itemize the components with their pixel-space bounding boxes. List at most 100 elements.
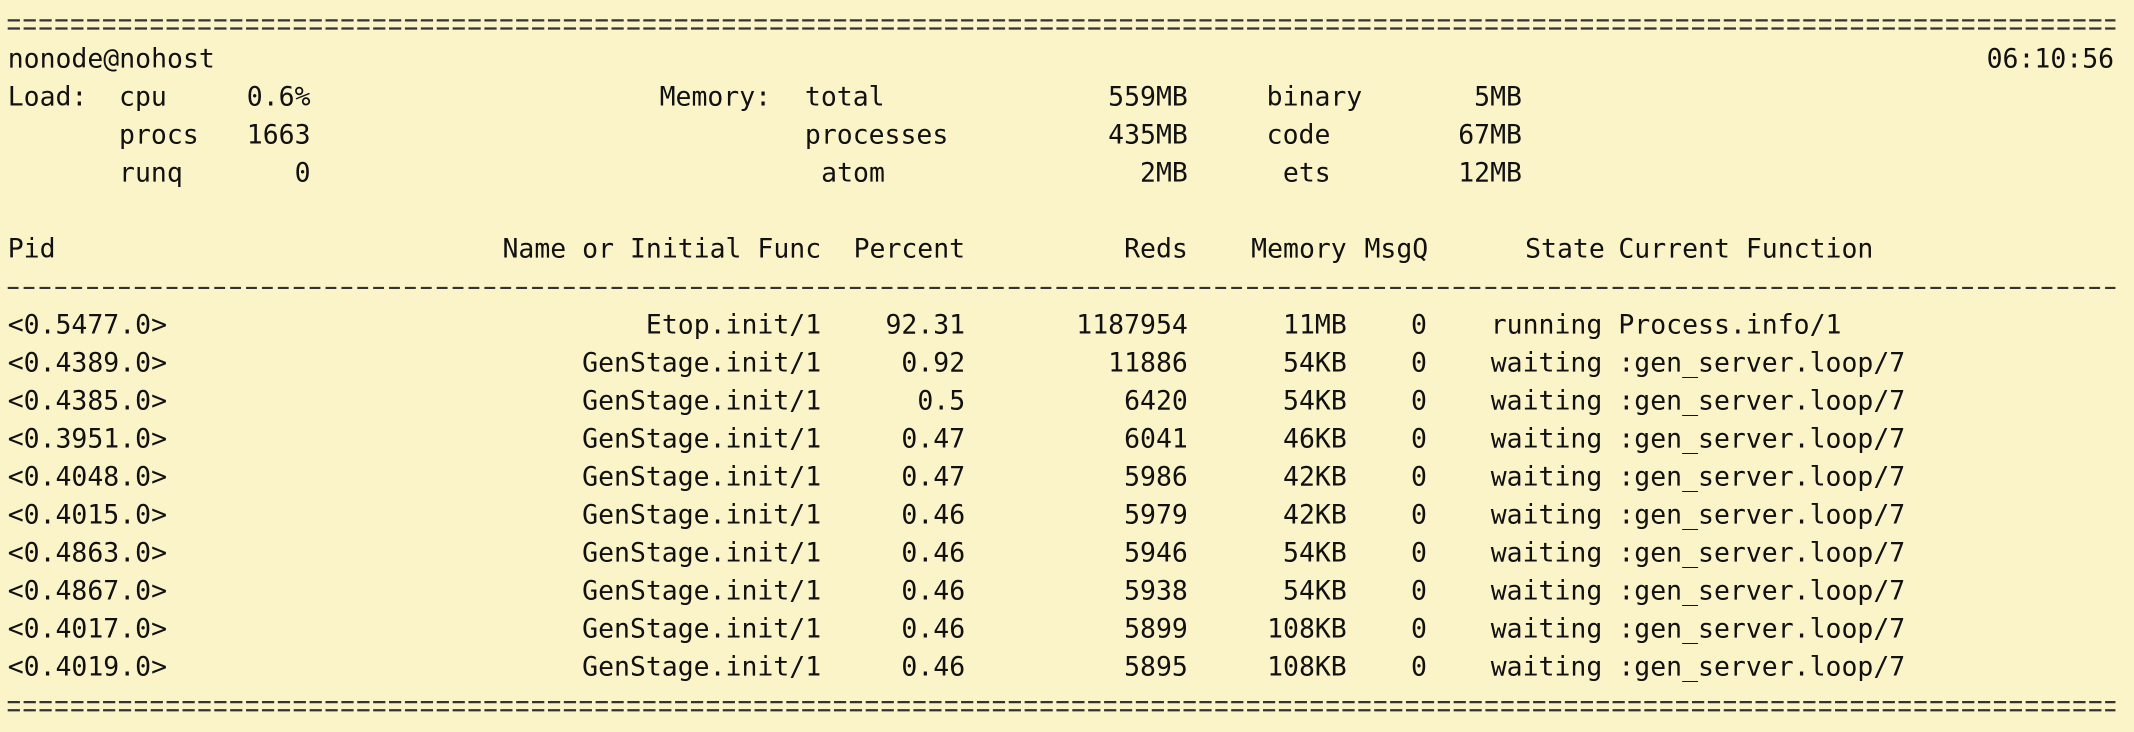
table-cell: 54KB — [1283, 576, 1347, 607]
column-header: Name or Initial Func — [502, 233, 821, 264]
table-cell: 0 — [1411, 576, 1427, 607]
column-header: Reds — [1124, 233, 1188, 264]
memory-value: 12MB — [1458, 157, 1522, 188]
table-cell: waiting — [1491, 538, 1603, 569]
table-cell: <0.4385.0> — [8, 385, 167, 416]
table-cell: :gen_server.loop/7 — [1618, 614, 1905, 645]
table-cell: 0 — [1411, 309, 1427, 340]
table-cell: 0.5 — [917, 385, 965, 416]
table-cell: :gen_server.loop/7 — [1618, 385, 1905, 416]
table-cell: waiting — [1491, 614, 1603, 645]
table-cell: Process.info/1 — [1618, 309, 1841, 340]
table-cell: <0.4019.0> — [8, 652, 167, 683]
table-cell: 0.46 — [901, 614, 965, 645]
memory-value: 435MB — [1108, 119, 1188, 150]
load-value: 1663 — [247, 119, 311, 150]
table-cell: 0.46 — [901, 576, 965, 607]
table-cell: 0 — [1411, 652, 1427, 683]
table-cell: 6420 — [1124, 385, 1188, 416]
memory-label: Memory: — [660, 81, 772, 112]
table-cell: 0 — [1411, 614, 1427, 645]
table-cell: 108KB — [1267, 652, 1347, 683]
table-cell: GenStage.init/1 — [582, 424, 821, 455]
load-value: 0 — [295, 157, 311, 188]
table-cell: <0.4048.0> — [8, 462, 167, 493]
table-cell: GenStage.init/1 — [582, 614, 821, 645]
memory-name: processes — [805, 119, 948, 150]
load-name: cpu — [119, 81, 167, 112]
table-cell: 54KB — [1283, 347, 1347, 378]
table-cell: :gen_server.loop/7 — [1618, 538, 1905, 569]
table-cell: 54KB — [1283, 538, 1347, 569]
table-cell: Etop.init/1 — [646, 309, 821, 340]
table-cell: waiting — [1491, 385, 1603, 416]
table-cell: <0.4017.0> — [8, 614, 167, 645]
table-cell: waiting — [1491, 500, 1603, 531]
memory-value: 2MB — [1140, 157, 1188, 188]
table-cell: 0.46 — [901, 500, 965, 531]
clock: 06:10:56 — [1987, 43, 2114, 74]
load-label: Load: — [8, 81, 88, 112]
table-cell: 0 — [1411, 424, 1427, 455]
memory-name: ets — [1283, 157, 1331, 188]
table-cell: 0 — [1411, 347, 1427, 378]
table-cell: :gen_server.loop/7 — [1618, 576, 1905, 607]
table-cell: 42KB — [1283, 500, 1347, 531]
memory-name: atom — [821, 157, 885, 188]
column-header: Current Function — [1618, 233, 1873, 264]
table-cell: GenStage.init/1 — [582, 576, 821, 607]
table-cell: 0 — [1411, 538, 1427, 569]
table-cell: 0.46 — [901, 652, 965, 683]
table-cell: :gen_server.loop/7 — [1618, 462, 1905, 493]
memory-value: 559MB — [1108, 81, 1188, 112]
table-cell: GenStage.init/1 — [582, 347, 821, 378]
memory-name: binary — [1267, 81, 1363, 112]
column-header: Memory — [1251, 233, 1347, 264]
table-cell: 92.31 — [885, 309, 965, 340]
table-cell: 0 — [1411, 462, 1427, 493]
table-cell: 5979 — [1124, 500, 1188, 531]
table-cell: 0.47 — [901, 424, 965, 455]
node-name: nonode@nohost — [8, 43, 215, 74]
table-cell: 11MB — [1283, 309, 1347, 340]
table-cell: :gen_server.loop/7 — [1618, 500, 1905, 531]
column-header: MsgQ — [1364, 233, 1428, 264]
column-header: Pid — [8, 233, 56, 264]
memory-value: 67MB — [1458, 119, 1522, 150]
table-cell: 5946 — [1124, 538, 1188, 569]
table-cell: running — [1491, 309, 1603, 340]
table-cell: 0.92 — [901, 347, 965, 378]
table-cell: GenStage.init/1 — [582, 538, 821, 569]
table-cell: 1187954 — [1076, 309, 1188, 340]
table-cell: :gen_server.loop/7 — [1618, 652, 1905, 683]
top-separator — [7, 19, 2116, 30]
table-cell: 11886 — [1108, 347, 1188, 378]
table-cell: 5895 — [1124, 652, 1188, 683]
table-cell: <0.4015.0> — [8, 500, 167, 531]
table-cell: waiting — [1491, 347, 1603, 378]
table-cell: 54KB — [1283, 385, 1347, 416]
table-cell: <0.4863.0> — [8, 538, 167, 569]
table-cell: waiting — [1491, 652, 1603, 683]
table-cell: GenStage.init/1 — [582, 462, 821, 493]
bottom-separator — [7, 701, 2116, 712]
table-cell: waiting — [1491, 424, 1603, 455]
table-cell: 0.46 — [901, 538, 965, 569]
memory-value: 5MB — [1474, 81, 1522, 112]
table-cell: GenStage.init/1 — [582, 500, 821, 531]
memory-name: code — [1267, 119, 1331, 150]
table-cell: 0 — [1411, 385, 1427, 416]
column-header: State — [1525, 233, 1605, 264]
table-cell: 5938 — [1124, 576, 1188, 607]
table-cell: 0.47 — [901, 462, 965, 493]
column-header: Percent — [854, 233, 966, 264]
table-cell: :gen_server.loop/7 — [1618, 347, 1905, 378]
load-value: 0.6% — [247, 81, 311, 112]
table-cell: 5986 — [1124, 462, 1188, 493]
memory-name: total — [805, 81, 885, 112]
table-cell: 6041 — [1124, 424, 1188, 455]
table-cell: <0.4867.0> — [8, 576, 167, 607]
table-cell: <0.4389.0> — [8, 347, 167, 378]
load-name: runq — [119, 157, 183, 188]
